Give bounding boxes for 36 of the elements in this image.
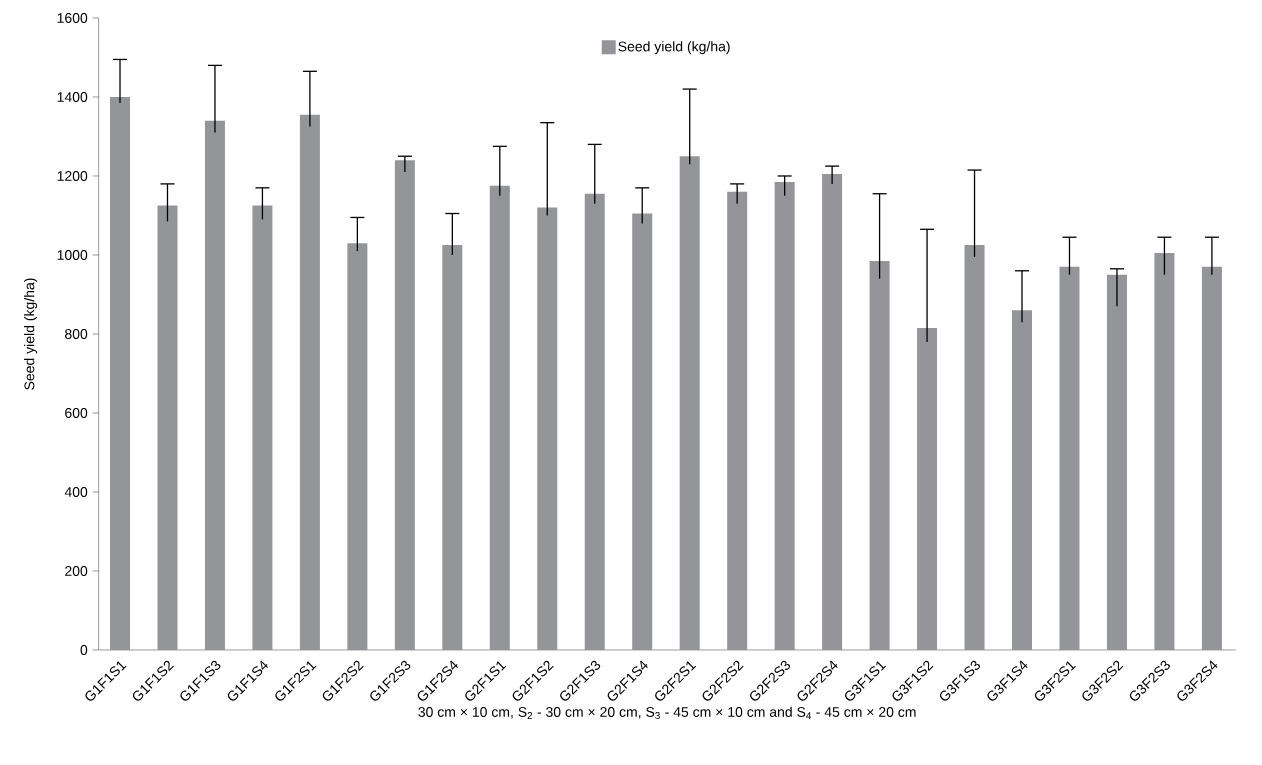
bar (347, 243, 368, 650)
bar (157, 205, 178, 650)
bar (869, 260, 890, 650)
y-tick-label: 1000 (57, 250, 88, 260)
bar (537, 207, 558, 650)
bar (917, 328, 938, 650)
bar (1106, 274, 1127, 650)
bar (394, 160, 415, 650)
bar (204, 120, 225, 650)
y-tick-label: 400 (64, 487, 88, 497)
bar (584, 193, 605, 650)
bar (679, 156, 700, 650)
y-tick-label: 0 (80, 645, 88, 655)
bar (1201, 266, 1222, 650)
bar (774, 181, 795, 650)
y-axis-title: Seed yield (kg/ha) (24, 278, 38, 390)
y-tick-label: 600 (65, 408, 88, 418)
legend-label: Seed yield (kg/ha) (618, 41, 730, 55)
x-axis-title: 30 cm × 10 cm, S$_{2}$ - 30 cm × 20 cm, S$_{3}$ - 45 cm × 10 cm and S$_{4}$ - 45 cm × 20 cm (418, 706, 916, 720)
bar (1154, 253, 1175, 650)
bar (110, 96, 131, 650)
bar (964, 245, 985, 650)
y-tick-label: 200 (65, 566, 88, 576)
bar (489, 185, 510, 650)
bar (822, 174, 843, 650)
y-tick-label: 1400 (57, 92, 88, 102)
y-tick-label: 1200 (57, 171, 88, 181)
bar (299, 114, 320, 650)
bar (442, 245, 463, 650)
bar (727, 191, 748, 650)
y-tick-label: 1600 (57, 13, 88, 23)
bar (252, 205, 273, 650)
y-tick-label: 800 (65, 329, 88, 339)
bar (632, 213, 653, 650)
bar (1012, 310, 1033, 650)
bar (1059, 266, 1080, 650)
